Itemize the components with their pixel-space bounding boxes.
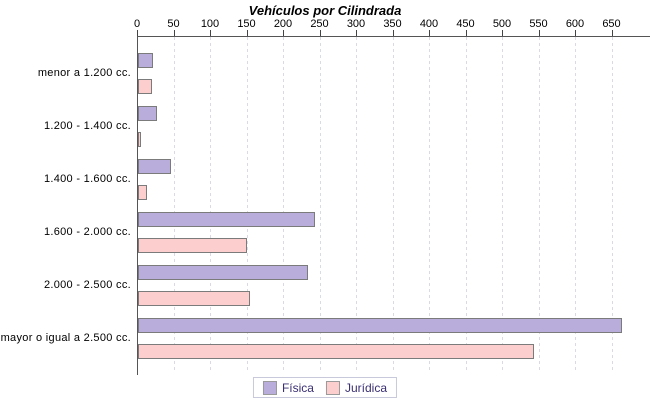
chart-title: Vehículos por Cilindrada: [248, 3, 402, 18]
axis-tick-mark: [137, 30, 138, 36]
gridline: [173, 37, 175, 371]
value-axis-line: [137, 36, 650, 37]
bar-juridica: [138, 184, 147, 200]
category-axis-line: [137, 36, 138, 375]
legend-item-juridica: Jurídica: [325, 380, 388, 395]
axis-tick-mark: [356, 30, 357, 36]
legend-label-fisica: Física: [281, 380, 314, 395]
axis-tick-label: 400: [419, 18, 439, 30]
axis-tick-mark: [210, 30, 211, 36]
juridica-swatch-icon: [325, 380, 340, 395]
axis-tick-label: 100: [200, 18, 220, 30]
axis-tick-label: 450: [456, 18, 475, 30]
category-label: 1.200 - 1.400 cc.: [43, 119, 131, 132]
axis-tick-label: 250: [310, 18, 329, 30]
axis-tick-label: 600: [565, 18, 585, 30]
bar-juridica: [138, 237, 247, 253]
gridline: [392, 37, 394, 371]
gridline: [429, 37, 430, 371]
axis-tick-label: 150: [237, 18, 256, 30]
fisica-swatch-icon: [262, 380, 277, 395]
gridline: [502, 37, 503, 371]
axis-tick-mark: [319, 30, 321, 36]
category-label: 1.400 - 1.600 cc.: [43, 172, 131, 185]
bar-fisica: [138, 158, 171, 174]
bar-fisica: [138, 264, 308, 280]
axis-tick-label: 50: [167, 18, 180, 30]
axis-tick-label: 550: [529, 18, 548, 30]
gridline: [575, 37, 576, 371]
gridline: [465, 37, 467, 371]
legend-label-juridica: Jurídica: [344, 380, 388, 395]
category-label: menor a 1.200 cc.: [37, 66, 131, 79]
axis-tick-mark: [611, 30, 613, 36]
gridline: [283, 37, 284, 371]
gridline: [356, 37, 357, 371]
bar-juridica: [138, 290, 250, 306]
axis-tick-mark: [538, 30, 540, 36]
bar-fisica: [138, 105, 157, 121]
gridline: [246, 37, 248, 371]
gridline: [611, 37, 613, 371]
axis-tick-label: 500: [492, 18, 512, 30]
category-label: mayor o igual a 2.500 cc.: [0, 331, 131, 344]
legend: Física Jurídica: [252, 377, 398, 398]
gridline: [538, 37, 540, 371]
axis-tick-label: 300: [346, 18, 366, 30]
axis-tick-label: 350: [383, 18, 402, 30]
axis-tick-mark: [575, 30, 576, 36]
axis-tick-mark: [283, 30, 284, 36]
axis-tick-label: 200: [273, 18, 293, 30]
bar-fisica: [138, 52, 153, 68]
axis-tick-mark: [392, 30, 394, 36]
category-label: 2.000 - 2.500 cc.: [43, 278, 131, 291]
axis-tick-label: 0: [133, 18, 141, 30]
axis-tick-mark: [465, 30, 467, 36]
axis-tick-label: 650: [602, 18, 621, 30]
legend-item-fisica: Física: [262, 380, 314, 395]
bar-juridica: [138, 78, 152, 94]
axis-tick-mark: [173, 30, 175, 36]
bar-juridica: [138, 131, 141, 147]
bar-fisica: [138, 317, 622, 333]
gridline: [210, 37, 211, 371]
axis-tick-mark: [246, 30, 248, 36]
category-label: 1.600 - 2.000 cc.: [43, 225, 131, 238]
bar-juridica: [138, 343, 534, 359]
axis-tick-mark: [502, 30, 503, 36]
bar-fisica: [138, 211, 315, 227]
gridline: [319, 37, 321, 371]
axis-tick-mark: [429, 30, 430, 36]
